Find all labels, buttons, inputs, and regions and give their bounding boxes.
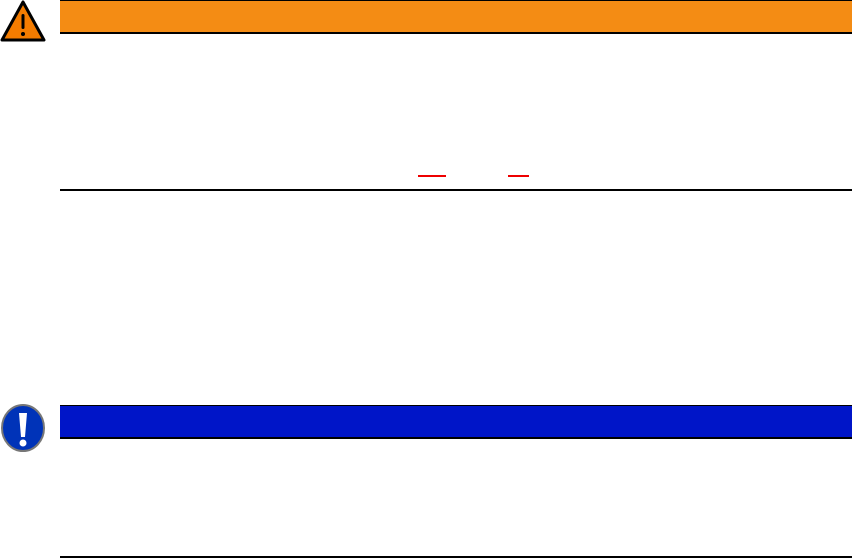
notice-header-bar	[60, 405, 852, 439]
warning-heading	[60, 8, 68, 24]
red-underline	[508, 175, 529, 177]
notice-end-rule	[60, 556, 852, 558]
warning-header-bar	[60, 0, 852, 34]
notice-icon	[0, 404, 46, 452]
warning-end-rule	[60, 189, 852, 191]
warning-icon	[0, 0, 46, 42]
notice-heading	[60, 413, 68, 429]
red-underline	[418, 175, 446, 177]
